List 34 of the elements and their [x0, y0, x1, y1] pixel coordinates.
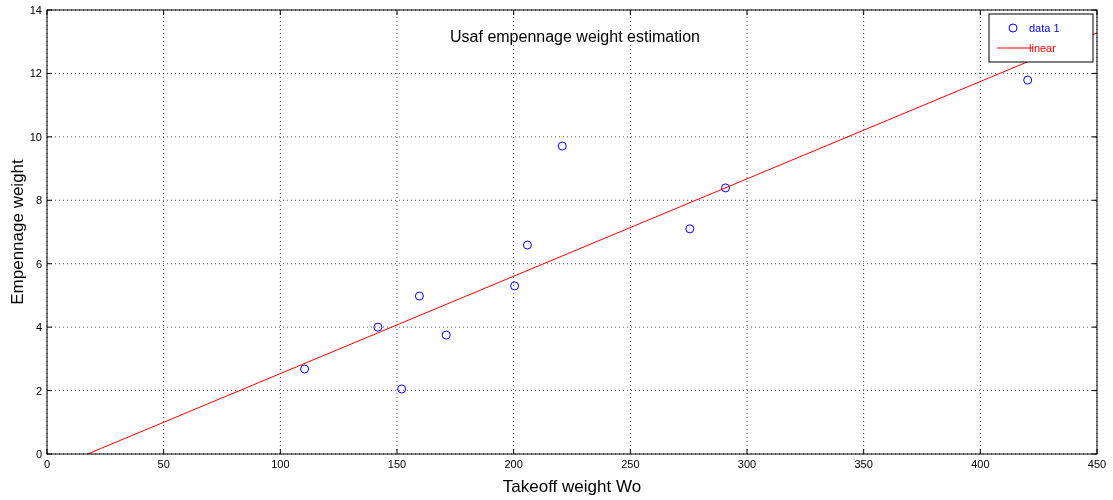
- point: [300, 364, 310, 374]
- y-tick-label: 12: [29, 67, 42, 80]
- y-tick-label: 14: [29, 4, 42, 16]
- point: [685, 224, 695, 234]
- x-tick-label: 400: [971, 458, 990, 470]
- point: [522, 240, 532, 250]
- point: [1023, 75, 1033, 85]
- x-tick-label: 200: [504, 458, 523, 470]
- legend-label: linear: [1029, 42, 1057, 54]
- y-tick-label: 8: [35, 194, 42, 207]
- x-tick-label: 150: [387, 458, 407, 470]
- point: [510, 281, 520, 291]
- y-tick-label: 4: [35, 321, 42, 334]
- point: [414, 291, 424, 301]
- y-tick-label: 0: [35, 448, 42, 460]
- x-tick-label: 50: [157, 458, 170, 470]
- point: [441, 330, 451, 340]
- x-tick-label: 350: [854, 458, 873, 470]
- x-axis-title: Takeoff weight Wo: [502, 477, 642, 496]
- y-tick-label: 6: [35, 257, 42, 270]
- text: Usaf empennage weight estimation: [450, 28, 700, 45]
- x-tick-label: 0: [43, 458, 51, 470]
- x-tick-label: 300: [737, 458, 757, 470]
- point: [373, 322, 383, 332]
- y-tick-label: 2: [35, 384, 42, 397]
- point: [557, 141, 567, 151]
- y-tick-label: 10: [29, 130, 42, 143]
- y-axis-title: Empennage weight: [8, 158, 27, 305]
- point: [721, 183, 731, 193]
- point: [397, 384, 407, 394]
- x-tick-label: 250: [621, 458, 640, 470]
- x-tick-label: 450: [1087, 458, 1107, 470]
- legend-label: data 1: [1029, 22, 1060, 34]
- x-tick-label: 100: [271, 458, 290, 470]
